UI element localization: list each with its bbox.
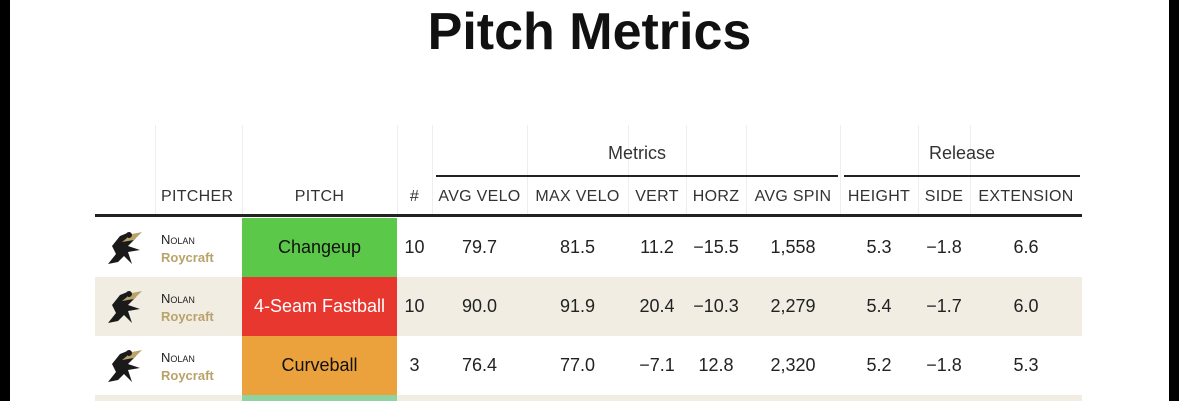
metric-value: 5.4	[866, 296, 892, 316]
metric-value: 90.0	[461, 296, 498, 316]
column-separator	[155, 125, 156, 216]
pitch-type: Curveball	[242, 336, 397, 395]
metric-value: −1.8	[926, 237, 962, 257]
column-header: SIDE	[924, 188, 964, 205]
metric-value: −10.3	[693, 296, 739, 316]
metric-value: 11.2	[640, 237, 674, 257]
frame-edge	[0, 0, 10, 401]
group-rule	[436, 175, 838, 177]
group-rule	[844, 175, 1080, 177]
partial-pitch-cell	[242, 395, 397, 401]
metric-value: 6.0	[1013, 296, 1039, 316]
column-header: PITCH	[294, 188, 345, 205]
team-logo	[95, 218, 155, 277]
column-separator	[746, 125, 747, 216]
column-separator	[840, 125, 841, 216]
page-title: Pitch Metrics	[427, 3, 752, 61]
column-separator	[242, 125, 243, 216]
column-separator	[918, 125, 919, 216]
metric-value: −7.1	[639, 355, 675, 375]
pitcher-last-name: Roycraft	[161, 250, 214, 265]
metric-value: 2,279	[770, 296, 816, 316]
column-header: AVG SPIN	[754, 188, 832, 205]
column-separator	[527, 125, 528, 216]
pitch-type: 4-Seam Fastball	[242, 277, 397, 336]
metric-value: 3	[409, 355, 420, 375]
frame-edge	[1169, 0, 1179, 401]
group-header: Metrics	[608, 142, 666, 163]
metric-value: −15.5	[693, 237, 739, 257]
metric-value: 76.4	[461, 355, 498, 375]
column-header: EXTENSION	[978, 188, 1074, 205]
column-header: HEIGHT	[847, 188, 911, 205]
metric-value: 10	[404, 296, 425, 316]
column-header: VERT	[635, 188, 679, 205]
metric-value: 6.6	[1013, 237, 1039, 257]
pitcher-first-name: Nolan	[161, 232, 195, 247]
metric-value: 2,320	[770, 355, 816, 375]
metric-value: 1,558	[770, 237, 816, 257]
metric-value: 5.2	[866, 355, 892, 375]
column-header: MAX VELO	[535, 188, 620, 205]
metric-value: 12.8	[698, 355, 734, 375]
team-logo	[95, 336, 155, 395]
metric-value: 5.3	[1013, 355, 1039, 375]
column-header: PITCHER	[161, 188, 234, 205]
pitcher-last-name: Roycraft	[161, 309, 214, 324]
pitcher-last-name: Roycraft	[161, 368, 214, 383]
metric-value: 81.5	[559, 237, 596, 257]
pitcher-first-name: Nolan	[161, 350, 195, 365]
metric-value: 10	[404, 237, 425, 257]
column-separator	[397, 125, 398, 216]
column-separator	[628, 125, 629, 216]
metric-value: 77.0	[559, 355, 596, 375]
group-header: Release	[928, 142, 996, 163]
column-separator	[432, 125, 433, 216]
team-logo	[95, 277, 155, 336]
metric-value: −1.8	[926, 355, 962, 375]
metric-value: 5.3	[866, 237, 892, 257]
pitcher-first-name: Nolan	[161, 291, 195, 306]
column-separator	[970, 125, 971, 216]
column-header: #	[409, 188, 420, 205]
column-header: HORZ	[692, 188, 740, 205]
metric-value: −1.7	[926, 296, 962, 316]
column-separator	[686, 125, 687, 216]
metric-value: 20.4	[639, 296, 675, 316]
pitch-type: Changeup	[242, 218, 397, 277]
metric-value: 91.9	[559, 296, 596, 316]
metric-value: 79.7	[461, 237, 498, 257]
partial-row	[95, 395, 1082, 401]
header-rule	[95, 214, 1082, 217]
column-header: AVG VELO	[438, 188, 521, 205]
